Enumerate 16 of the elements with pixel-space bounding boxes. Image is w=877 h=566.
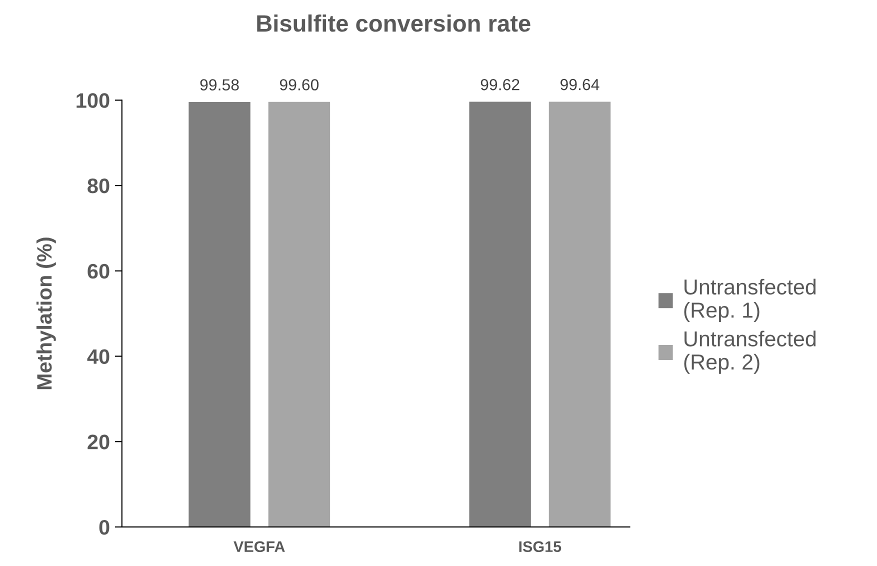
y-tick-label: 100 [76, 93, 110, 108]
y-axis-title: Methylation (%) [36, 238, 56, 390]
y-tick-label: 0 [99, 520, 110, 535]
text: 99.58 [200, 79, 239, 90]
legend-label: Untransfected (Rep. 1) [684, 278, 816, 322]
x-tick-label: VEGFA [234, 541, 285, 552]
y-tick-label: 40 [87, 349, 110, 364]
chart-title: Bisulfite conversion rate [257, 14, 530, 32]
y-tick-label: 80 [88, 178, 110, 194]
y-tick-label: 20 [88, 434, 110, 450]
y-tick-label: 60 [88, 264, 110, 279]
legend-label: Untransfected (Rep. 2) [684, 330, 816, 374]
x-tick-label: ISG15 [519, 541, 562, 552]
text: 99.64 [560, 78, 600, 90]
text: 99.62 [480, 79, 520, 90]
text: 99.60 [280, 79, 319, 90]
